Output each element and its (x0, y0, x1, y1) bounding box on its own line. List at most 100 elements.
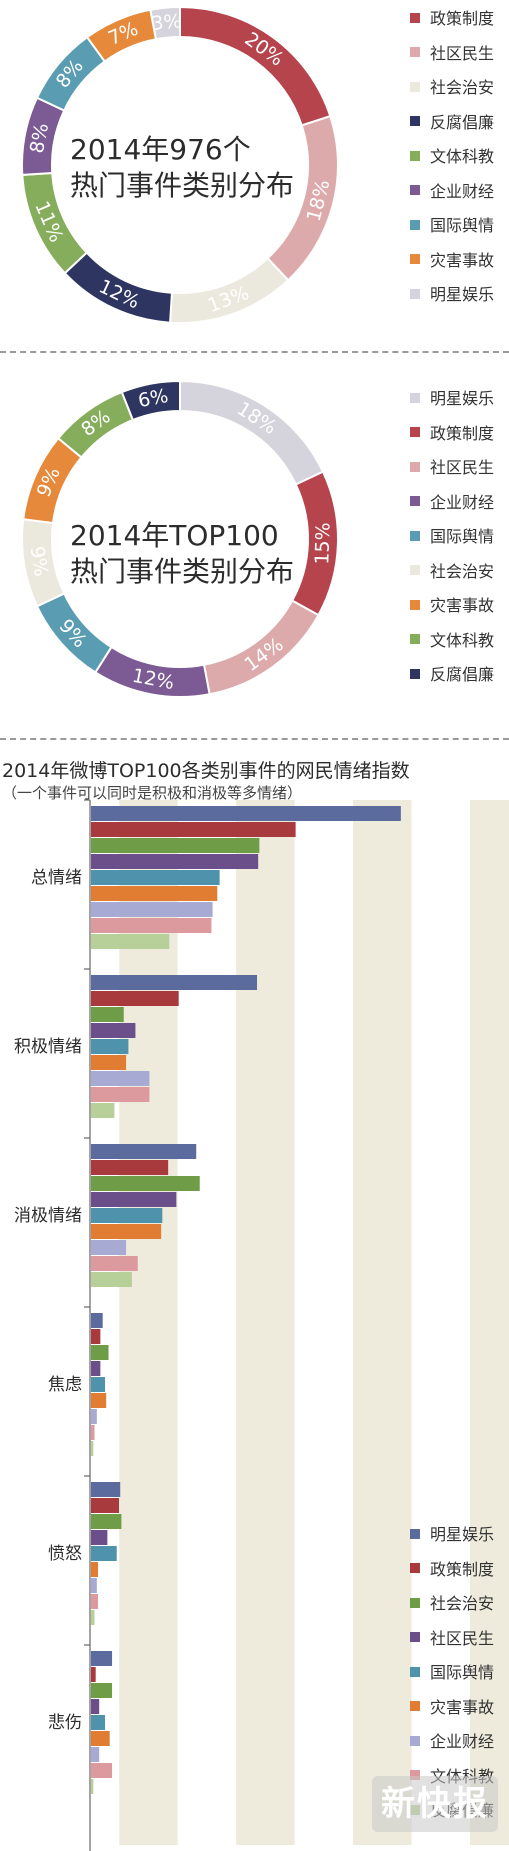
legend-top100-item-9: 反腐倡廉 (410, 660, 494, 690)
bar-2-6 (91, 1055, 127, 1070)
divider-top (0, 351, 509, 353)
legend-976-item-9: 明星娱乐 (410, 280, 494, 310)
legend-976-swatch-1 (410, 12, 420, 23)
legend-976-item-5: 文体科教 (410, 142, 494, 172)
donut-top100-title-line-2: 热门事件类别分布 (70, 555, 295, 588)
bar-5-1 (91, 1482, 121, 1497)
legend-emotion-label-7: 企业财经 (430, 1732, 495, 1751)
legend-emotion-swatch-6 (410, 1701, 420, 1711)
legend-976-swatch-3 (410, 81, 420, 92)
legend-top100-swatch-3 (410, 461, 420, 472)
legend-top100-label-6: 社会治安 (430, 561, 495, 581)
bar-4-8 (91, 1425, 95, 1440)
bar-chart-title: 2014年微博TOP100各类别事件的网民情绪指数 (2, 760, 410, 782)
legend-emotion-item-7: 企业财经 (410, 1727, 494, 1757)
divider-bottom (0, 738, 509, 740)
legend-emotion-item-5: 国际舆情 (410, 1658, 494, 1688)
bar-3-7 (91, 1240, 127, 1255)
bar-5-2 (91, 1498, 120, 1513)
bar-1-2 (91, 822, 296, 837)
legend-emotion-label-1: 明星娱乐 (430, 1525, 495, 1544)
category-label-5: 愤怒 (48, 1544, 82, 1564)
donut-top100-slice-label-6: 9% (26, 545, 52, 578)
bar-3-4 (91, 1192, 177, 1207)
donut-top100-slice-9 (120, 379, 181, 422)
bar-4-9 (91, 1441, 94, 1456)
bar-5-6 (91, 1562, 99, 1577)
donut-976-slice-label-9: 3% (150, 10, 182, 35)
donut-976-title-line-1: 2014年976个 (70, 133, 251, 166)
legend-top100-label-5: 国际舆情 (430, 527, 495, 546)
legend-top100-swatch-6 (410, 565, 420, 575)
legend-top100-item-8: 文体科教 (410, 626, 494, 656)
bar-4-4 (91, 1361, 101, 1376)
bar-6-3 (91, 1683, 113, 1698)
legend-976-swatch-5 (410, 150, 420, 161)
legend-emotion-label-3: 社会治安 (430, 1594, 495, 1613)
bar-6-6 (91, 1731, 110, 1746)
bar-1-5 (91, 870, 220, 885)
watermark-logo: 新快报 (372, 1776, 498, 1832)
legend-976-item-2: 社区民生 (410, 39, 494, 69)
legend-976-label-7: 国际舆情 (430, 216, 495, 235)
legend-emotion-label-5: 国际舆情 (430, 1663, 495, 1682)
legend-976-swatch-4 (410, 116, 420, 126)
donut-top100-title: 2014年TOP100 热门事件类别分布 (70, 518, 294, 590)
legend-976-swatch-9 (410, 288, 420, 299)
bar-4-3 (91, 1345, 109, 1360)
legend-976-item-3: 社会治安 (410, 73, 494, 103)
bar-5-5 (91, 1546, 117, 1561)
legend-top100-item-2: 政策制度 (410, 419, 494, 449)
legend-top100-item-7: 灾害事故 (410, 591, 494, 621)
bar-6-4 (91, 1699, 100, 1714)
legend-976-label-9: 明星娱乐 (430, 285, 495, 304)
category-label-6: 悲伤 (48, 1713, 82, 1733)
legend-top100-swatch-1 (410, 392, 420, 403)
legend-top100-swatch-5 (410, 530, 420, 541)
bar-4-2 (91, 1329, 101, 1344)
bar-5-7 (91, 1578, 97, 1593)
legend-976-item-8: 灾害事故 (410, 246, 494, 276)
bar-3-8 (91, 1256, 138, 1271)
bar-3-2 (91, 1160, 169, 1175)
donut-top100-slice-1 (179, 379, 325, 486)
legend-emotion-swatch-3 (410, 1597, 420, 1608)
legend-top100-label-1: 明星娱乐 (430, 389, 495, 408)
legend-top100-item-1: 明星娱乐 (410, 384, 494, 414)
legend-emotion-swatch-8 (410, 1770, 420, 1780)
bar-2-5 (91, 1039, 129, 1054)
bar-1-7 (91, 902, 213, 917)
legend-top100-swatch-8 (410, 634, 420, 644)
legend-emotion-item-2: 政策制度 (410, 1555, 494, 1585)
donut-976-title-line-2: 热门事件类别分布 (70, 169, 295, 202)
legend-emotion-item-3: 社会治安 (410, 1589, 494, 1619)
legend-top100-label-4: 企业财经 (430, 492, 495, 512)
bar-2-9 (91, 1103, 115, 1118)
legend-976-label-6: 企业财经 (430, 181, 495, 201)
legend-976-swatch-8 (410, 254, 420, 264)
legend-976-item-4: 反腐倡廉 (410, 108, 494, 138)
legend-top100-swatch-4 (410, 496, 420, 506)
legend-976-swatch-6 (410, 185, 420, 195)
legend-976-label-2: 社区民生 (430, 43, 495, 63)
donut-chart-top100: 18%15%14%12%9%9%9%8%6% (21, 379, 339, 698)
grid-band-2 (236, 800, 295, 1845)
bar-3-1 (91, 1144, 197, 1159)
legend-emotion-swatch-7 (410, 1735, 420, 1746)
bar-6-8 (91, 1763, 113, 1778)
legend-top100-item-5: 国际舆情 (410, 522, 494, 552)
bar-6-7 (91, 1747, 100, 1762)
bar-1-9 (91, 934, 170, 949)
legend-976-label-3: 社会治安 (430, 78, 495, 97)
legend-top100-label-8: 文体科教 (430, 630, 495, 650)
bar-1-4 (91, 854, 259, 869)
donut-top100-slice-label-2: 15% (311, 522, 334, 565)
grid-band-3 (353, 800, 412, 1845)
bar-chart-subtitle: （一个事件可以同时是积极和消极等多情绪） (2, 784, 303, 802)
legend-top100-item-6: 社会治安 (410, 557, 494, 587)
legend-976-swatch-2 (410, 47, 420, 57)
bar-1-6 (91, 886, 218, 901)
legend-top100-swatch-7 (410, 599, 420, 610)
bar-3-3 (91, 1176, 200, 1191)
